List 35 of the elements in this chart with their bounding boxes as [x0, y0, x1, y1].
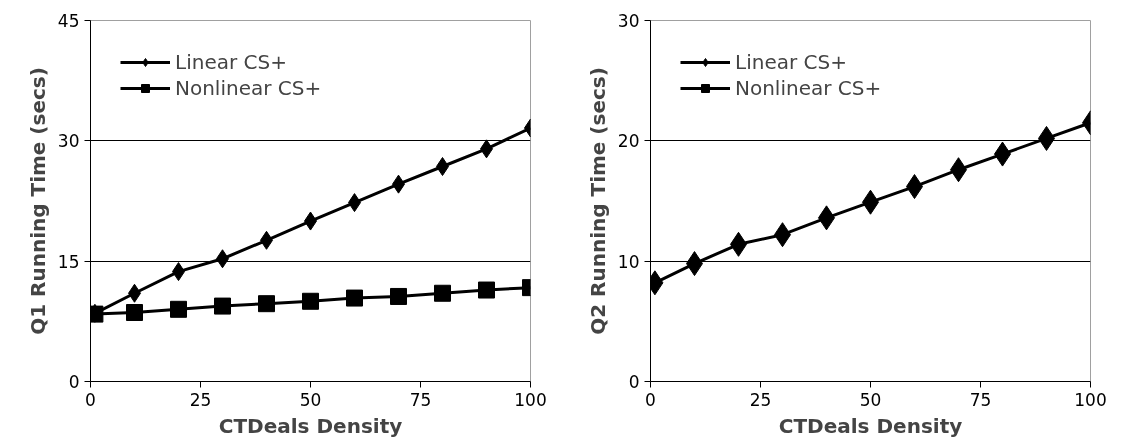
point [346, 289, 363, 307]
point [258, 295, 275, 313]
point [390, 287, 407, 305]
x-tick-label: 25 [749, 389, 772, 410]
x-tick-label: 100 [514, 389, 547, 410]
x-tick-label: 50 [859, 389, 882, 410]
y-tick-label: 20 [617, 131, 640, 152]
y-axis-title: Q1 Running Time (secs) [25, 67, 50, 335]
y-tick-label: 45 [57, 11, 80, 31]
x-tick-label: 100 [1074, 389, 1107, 410]
x-tick-label: 25 [189, 389, 212, 410]
y-tick-label: 10 [617, 251, 640, 272]
y-tick-label: 30 [57, 131, 80, 152]
x-tick-label: 0 [645, 389, 656, 410]
legend-label: Nonlinear CS+ [175, 76, 322, 100]
point [214, 297, 231, 315]
y-axis-title: Q2 Running Time (secs) [585, 67, 610, 335]
point [302, 292, 319, 310]
legend-label: Nonlinear CS+ [735, 76, 882, 100]
x-axis-title: CTDeals Density [778, 413, 963, 438]
y-tick-label: 0 [68, 372, 80, 392]
legend-label: Linear CS+ [175, 50, 287, 74]
y-tick-label: 30 [617, 11, 640, 31]
x-tick-label: 0 [85, 389, 96, 410]
point [478, 281, 495, 299]
y-tick-label: 0 [628, 372, 640, 392]
x-tick-label: 50 [299, 389, 322, 410]
point [170, 300, 187, 318]
legend-label: Linear CS+ [735, 50, 847, 74]
y-tick-label: 15 [57, 251, 80, 272]
x-tick-label: 75 [969, 389, 992, 410]
point [126, 304, 143, 322]
x-tick-label: 75 [409, 389, 432, 410]
point [434, 284, 451, 302]
x-axis-title: CTDeals Density [218, 413, 403, 438]
